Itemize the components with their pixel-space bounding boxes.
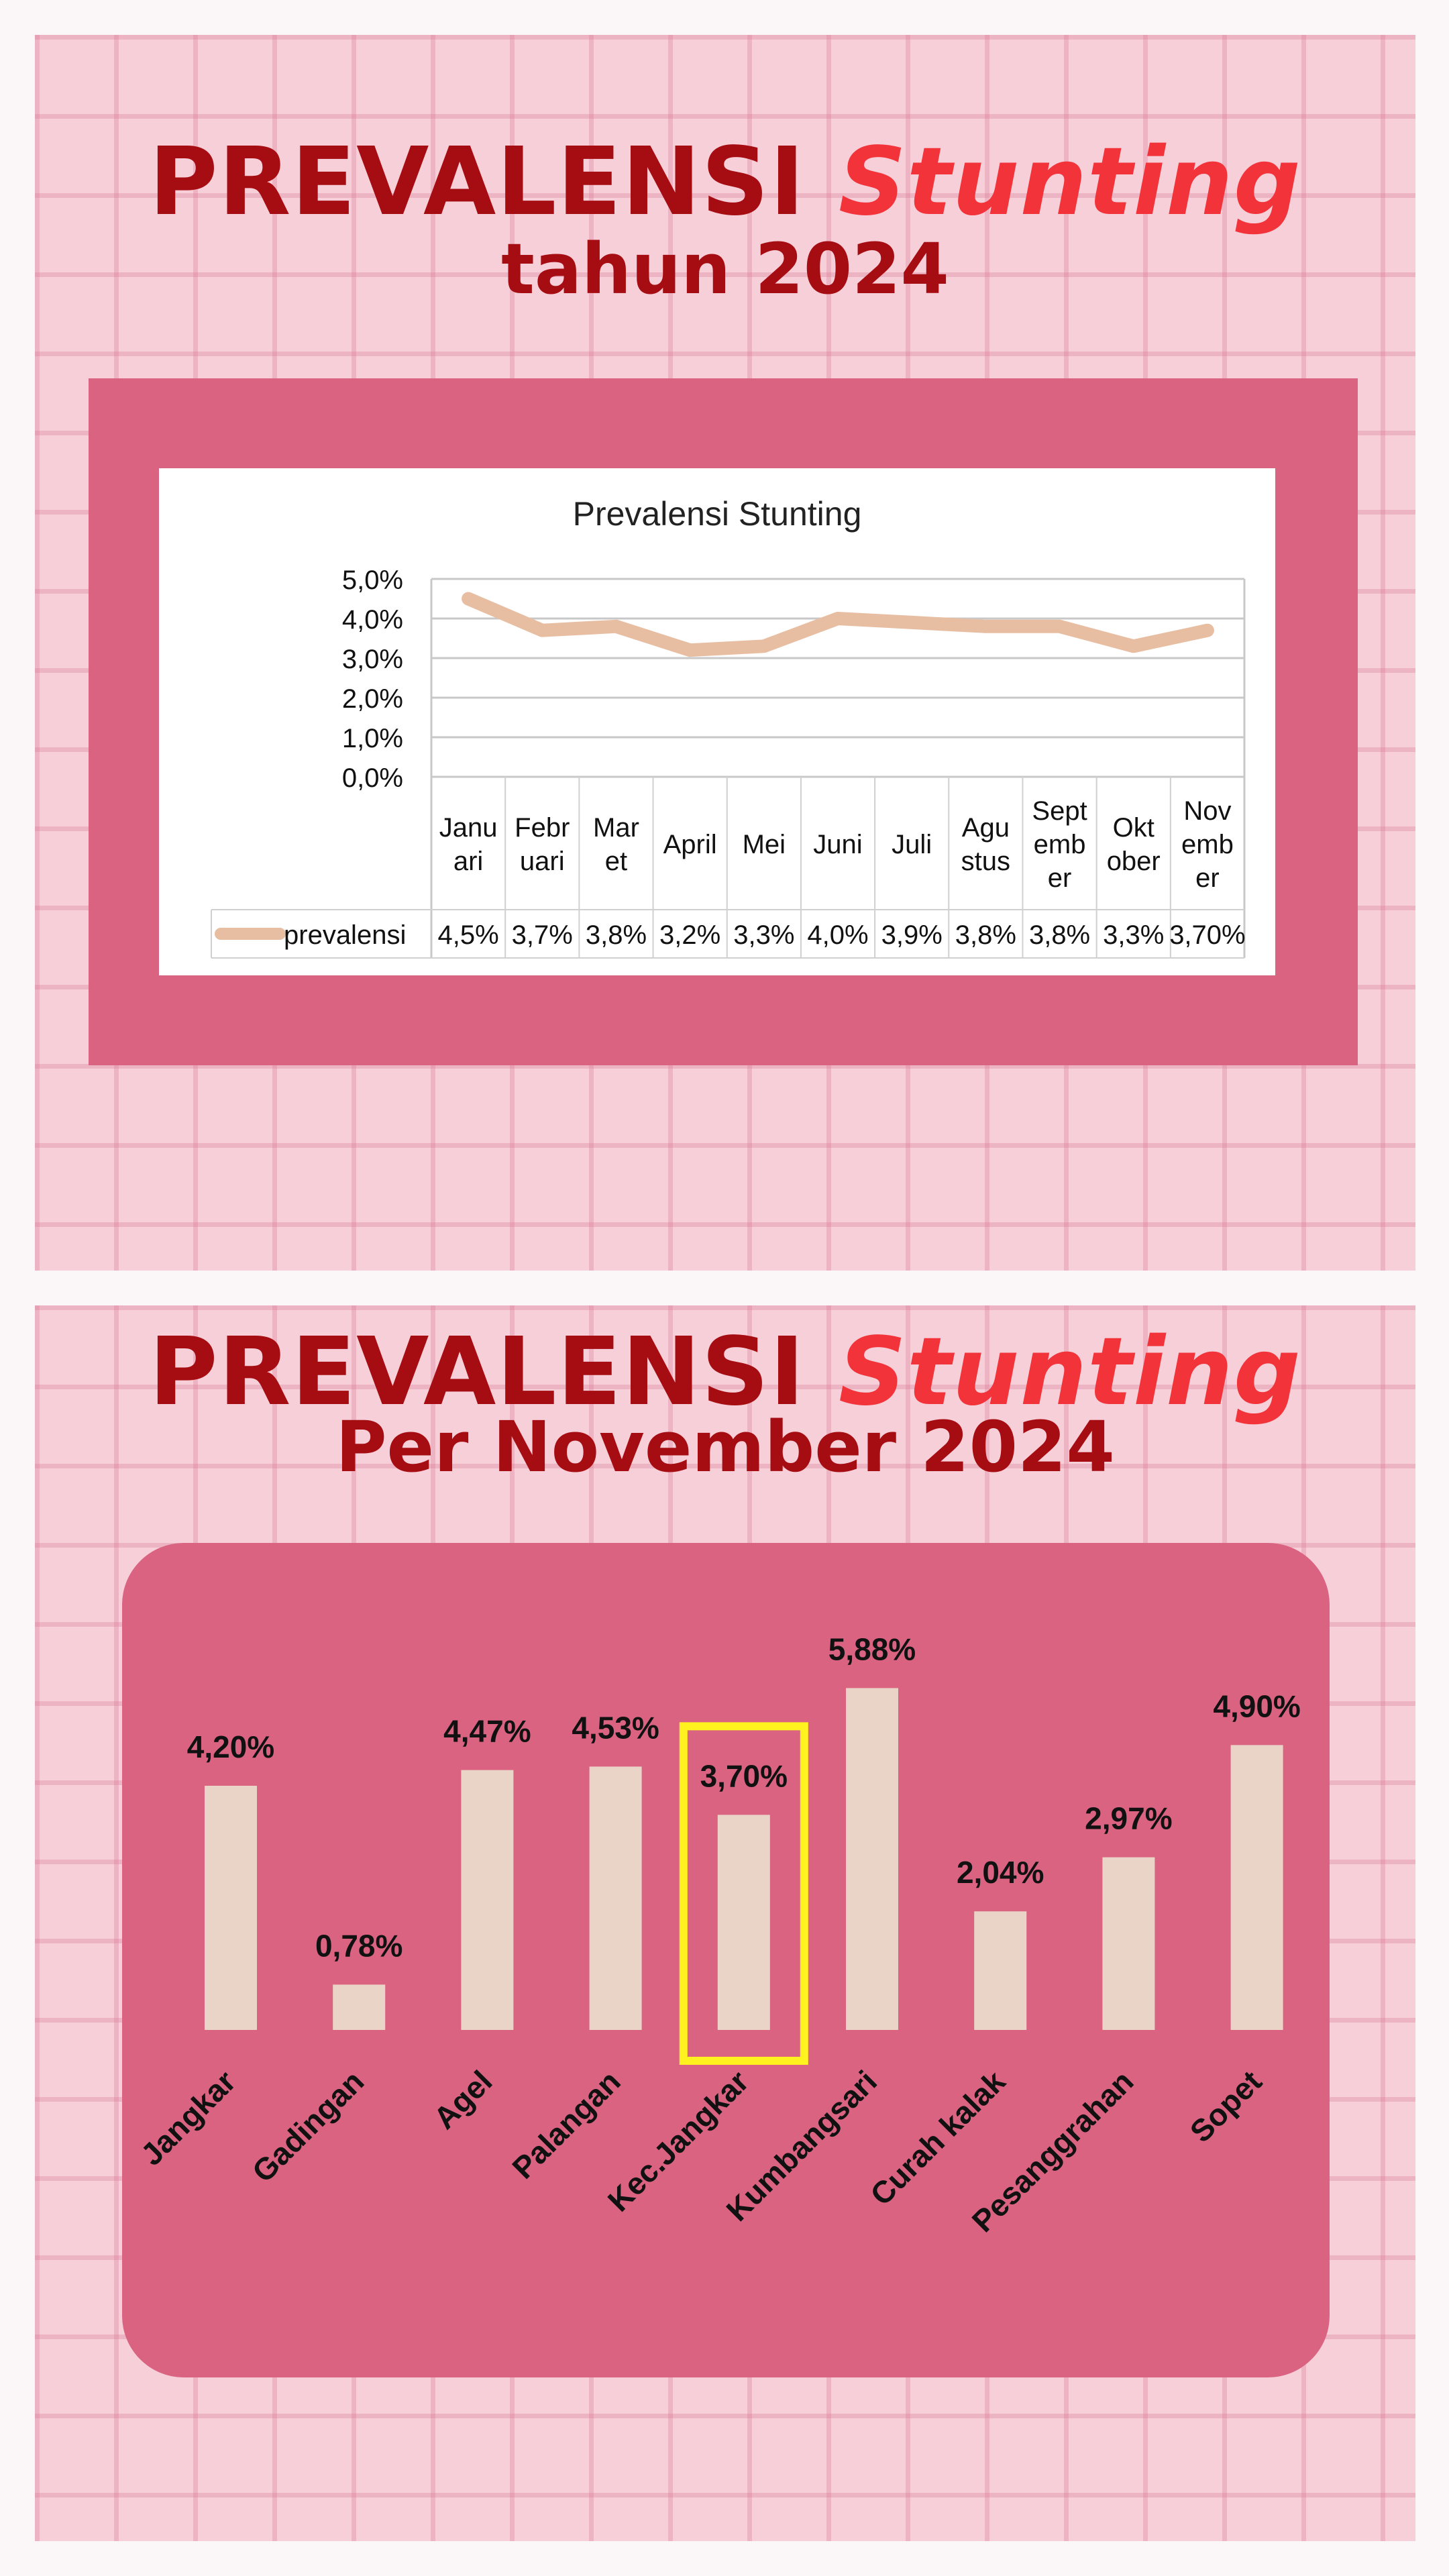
line-chart-category-label: emb <box>1181 830 1234 859</box>
line-chart-data-value: 3,9% <box>881 920 943 950</box>
line-chart-category-label: et <box>605 847 627 876</box>
slide2-title: PREVALENSI Stunting <box>35 1318 1415 1427</box>
line-chart-data-value: 3,8% <box>586 920 647 950</box>
bar-chart-category-label: Jangkar <box>134 2063 243 2172</box>
line-chart-category-label: emb <box>1034 830 1086 859</box>
bar-chart-value-label: 4,90% <box>1213 1688 1300 1723</box>
bar-chart-bar <box>205 1786 257 2030</box>
bar-chart-bar <box>1230 1745 1283 2030</box>
line-chart-category-label: April <box>663 830 717 859</box>
bar-chart-frame: 4,20% 0,78% 4,47% 4,53% 3,70% 5,88% 2,04% 2,97%… <box>122 1543 1330 2377</box>
line-chart-data-value: 3,7% <box>512 920 573 950</box>
line-chart-category-label: Nov <box>1183 796 1231 826</box>
bar-chart-value-label: 5,88% <box>828 1631 916 1666</box>
line-chart-category-label: Febr <box>515 813 570 843</box>
line-chart-data-value: 3,70% <box>1169 920 1245 950</box>
bar-chart-bar <box>333 1984 386 2030</box>
line-chart-y-tick: 5,0% <box>342 566 403 595</box>
bar-chart-highlight-box <box>679 1722 808 2065</box>
line-chart-data-table: Janu ari Febr uari Mar et April Mei Juni Juli Agu s… <box>211 777 1246 959</box>
bar-chart-category-label: Palangan <box>505 2063 627 2185</box>
bar-chart-bar <box>1102 1857 1155 2030</box>
bar-chart-category-label: Agel <box>427 2063 498 2135</box>
line-chart-data-value: 3,8% <box>955 920 1016 950</box>
slide1-title-main: PREVALENSI <box>149 127 806 237</box>
line-chart-category-label: Mar <box>593 813 639 843</box>
line-chart-category-label: ari <box>453 847 483 876</box>
line-chart-series-line <box>462 592 1214 657</box>
bar-chart-bar <box>589 1766 642 2030</box>
bar-chart: 4,20% 0,78% 4,47% 4,53% 3,70% 5,88% 2,04% 2,97%… <box>134 1631 1301 2239</box>
line-chart-y-tick: 0,0% <box>342 763 403 793</box>
line-chart-data-value: 3,3% <box>1103 920 1164 950</box>
line-chart-category-label: Mei <box>743 830 786 859</box>
line-chart-category-label: ober <box>1107 847 1161 876</box>
line-chart-y-tick: 2,0% <box>342 684 403 714</box>
line-chart-data-value: 4,0% <box>807 920 868 950</box>
line-chart-panel: Prevalensi Stunting 0,0% 1,0% 2,0% 3,0% 4,0%… <box>159 468 1275 975</box>
slide-november-prevalence: PREVALENSI Stunting Per November 2024 4,… <box>35 1305 1415 2541</box>
slide2-title-accent: Stunting <box>839 1318 1301 1427</box>
line-chart-category-label: Janu <box>439 813 498 843</box>
bar-chart-value-labels: 4,20% 0,78% 4,47% 4,53% 3,70% 5,88% 2,04% 2,97%… <box>187 1631 1301 1963</box>
line-chart-data-value: 4,5% <box>438 920 499 950</box>
line-chart-category-label: Juli <box>892 830 932 859</box>
bar-chart-value-label: 4,20% <box>187 1729 274 1764</box>
bar-chart-value-label: 4,53% <box>572 1710 659 1745</box>
line-chart-series <box>462 592 1214 657</box>
line-chart-category-label: er <box>1048 863 1072 893</box>
bar-chart-bar <box>717 1815 770 2030</box>
line-chart-y-tick: 3,0% <box>342 645 403 674</box>
bar-chart-category-label: Gadingan <box>246 2063 371 2189</box>
line-chart-data-value: 3,2% <box>659 920 720 950</box>
bar-chart-bar <box>461 1770 514 2030</box>
bar-chart-value-label: 2,97% <box>1085 1801 1172 1836</box>
slide1-title-accent: Stunting <box>839 127 1301 237</box>
bar-chart-bars <box>205 1688 1283 2030</box>
bar-chart-category-labels: Jangkar Gadingan Agel PalanganKec.JangkarKu… <box>134 2063 1269 2239</box>
line-chart: Prevalensi Stunting 0,0% 1,0% 2,0% 3,0% 4,0%… <box>211 495 1246 959</box>
line-chart-category-label: Juni <box>813 830 862 859</box>
bar-chart-highlight <box>679 1722 808 2065</box>
bar-chart-value-label: 4,47% <box>443 1714 531 1749</box>
line-chart-data-value: 3,3% <box>733 920 794 950</box>
bar-chart-bar <box>846 1688 898 2030</box>
line-chart-category-label: Agu <box>962 813 1010 843</box>
line-chart-grid <box>430 578 1246 958</box>
bar-chart-value-label: 2,04% <box>957 1855 1044 1890</box>
line-chart-category-label: stus <box>961 847 1010 876</box>
line-chart-category-label: er <box>1195 863 1220 893</box>
line-chart-series-name: prevalensi <box>284 920 406 950</box>
line-chart-category-label: Sept <box>1032 796 1087 826</box>
line-chart-data-value: 3,8% <box>1029 920 1090 950</box>
slide-yearly-prevalence: PREVALENSI Stunting tahun 2024 Prevalens… <box>35 35 1415 1271</box>
bar-chart-value-label: 0,78% <box>315 1928 402 1963</box>
bar-chart-value-label: 3,70% <box>700 1758 788 1793</box>
slide2-subtitle: Per November 2024 <box>335 1406 1115 1488</box>
bar-chart-bar <box>974 1911 1027 2030</box>
line-chart-y-tick: 1,0% <box>342 724 403 753</box>
slide1-subtitle: tahun 2024 <box>501 228 949 310</box>
bar-chart-category-label: Sopet <box>1183 2063 1269 2149</box>
slide2-title-main: PREVALENSI <box>149 1318 806 1427</box>
slide1-title: PREVALENSI Stunting <box>35 127 1415 237</box>
line-chart-title: Prevalensi Stunting <box>573 495 862 533</box>
line-chart-y-tick: 4,0% <box>342 605 403 635</box>
line-chart-y-ticks: 0,0% 1,0% 2,0% 3,0% 4,0% 5,0% <box>342 566 403 793</box>
line-chart-category-label: Okt <box>1113 813 1155 843</box>
line-chart-category-label: uari <box>520 847 565 876</box>
